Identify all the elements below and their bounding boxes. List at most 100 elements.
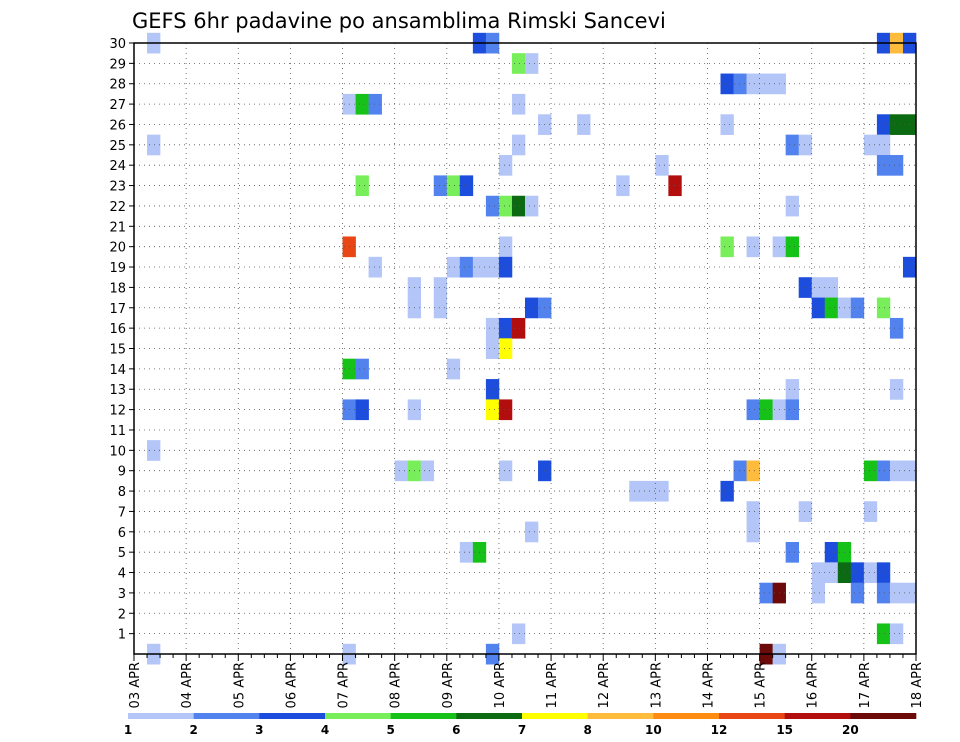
precip-cell [811, 297, 826, 319]
precip-cell [498, 338, 513, 359]
precip-cell [355, 175, 369, 197]
precip-cell [759, 582, 773, 604]
precip-cell [863, 562, 878, 584]
precip-cell [668, 175, 682, 197]
precip-cell [498, 236, 513, 258]
precip-cell [889, 623, 904, 645]
precip-cell [889, 379, 904, 400]
colorbar-swatch [128, 713, 194, 719]
precip-cell [785, 399, 799, 421]
y-tick-label: 11 [109, 424, 126, 439]
y-tick-label: 21 [109, 220, 126, 235]
y-tick-label: 3 [118, 587, 126, 602]
y-tick-label: 20 [109, 241, 126, 256]
x-tick-label: 07 APR [337, 662, 352, 708]
precip-cell [355, 93, 369, 115]
colorbar-swatch [850, 713, 917, 719]
x-tick-label: 09 APR [441, 662, 456, 708]
y-tick-label: 12 [109, 404, 126, 419]
precip-cell [720, 236, 734, 258]
x-tick-label: 17 APR [858, 662, 873, 708]
precip-cell [446, 175, 461, 197]
y-tick-label: 10 [109, 444, 126, 459]
precip-cell [485, 399, 500, 421]
precip-cell [485, 256, 500, 278]
precip-cell [368, 93, 382, 115]
x-tick-label: 18 APR [910, 662, 925, 708]
precip-cell [824, 541, 839, 563]
precip-cell [525, 53, 539, 74]
precip-cell [746, 460, 760, 482]
precip-cell [863, 460, 878, 482]
colorbar-label: 1 [124, 723, 132, 737]
precip-cell [785, 134, 799, 156]
precip-cell [876, 134, 891, 156]
precip-cell [720, 114, 734, 135]
precip-cell [459, 175, 474, 197]
y-tick-label: 26 [109, 118, 126, 133]
y-tick-label: 27 [109, 98, 126, 113]
precip-cell [811, 562, 826, 584]
precip-cell [785, 541, 799, 563]
precip-cell [642, 480, 656, 502]
precip-cell [511, 134, 526, 156]
precip-cell [863, 134, 878, 156]
precip-cell [433, 297, 448, 319]
precip-cell [498, 155, 513, 176]
x-tick-label: 12 APR [597, 662, 612, 708]
y-tick-label: 14 [109, 363, 126, 378]
y-axis: 1234567891011121314151617181920212223242… [109, 37, 134, 643]
precip-cell [746, 399, 760, 421]
y-tick-label: 24 [109, 159, 126, 174]
colorbar-swatch [193, 713, 260, 719]
precip-cell [655, 480, 669, 502]
colorbar-swatch [456, 713, 523, 719]
precip-cell [811, 582, 826, 604]
precip-cell [876, 582, 891, 604]
precip-cell [824, 297, 839, 319]
precip-cell [876, 562, 891, 584]
precip-cell [876, 297, 891, 319]
precip-cell [485, 379, 500, 400]
y-tick-label: 5 [118, 546, 126, 561]
colorbar-swatch [325, 713, 391, 719]
x-tick-label: 04 APR [180, 662, 195, 708]
precip-cell [785, 195, 799, 217]
y-tick-label: 29 [109, 57, 126, 72]
colorbar-swatch [653, 713, 720, 719]
y-tick-label: 18 [109, 281, 126, 296]
y-tick-label: 16 [109, 322, 126, 337]
x-tick-label: 15 APR [754, 662, 769, 708]
grid-layer [134, 42, 916, 654]
y-tick-label: 2 [118, 607, 126, 622]
precip-cell [746, 73, 760, 95]
precip-cell [889, 460, 904, 482]
y-tick-label: 23 [109, 180, 126, 195]
colorbar-swatch [784, 713, 851, 719]
y-tick-label: 7 [118, 505, 126, 520]
x-tick-label: 14 APR [701, 662, 716, 708]
colorbar-label: 3 [255, 723, 263, 737]
colorbar-label: 20 [842, 723, 859, 737]
colorbar-label: 5 [386, 723, 394, 737]
y-tick-label: 17 [109, 302, 126, 317]
precip-cell [889, 114, 904, 135]
colorbar-swatch [719, 713, 785, 719]
precip-cell [759, 399, 773, 421]
precip-cell [485, 195, 500, 217]
precip-cell [355, 399, 369, 421]
y-tick-label: 30 [109, 37, 126, 52]
x-tick-label: 05 APR [232, 662, 247, 708]
precip-cell [824, 562, 839, 584]
precip-cell [850, 562, 865, 584]
precip-cell [420, 460, 435, 482]
precip-cell [368, 256, 382, 278]
precip-cell [889, 317, 904, 339]
colorbar-swatch [587, 713, 654, 719]
precip-cell [785, 379, 799, 400]
precip-cell [811, 277, 826, 298]
precip-cell [485, 317, 500, 339]
y-tick-label: 13 [109, 383, 126, 398]
precip-cell [785, 236, 799, 258]
